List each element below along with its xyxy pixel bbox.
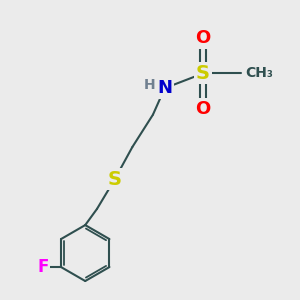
- Text: CH₃: CH₃: [246, 66, 274, 80]
- Text: O: O: [195, 100, 211, 118]
- Text: N: N: [157, 79, 172, 97]
- Text: O: O: [195, 29, 211, 47]
- Text: F: F: [38, 258, 49, 276]
- Text: S: S: [108, 170, 122, 189]
- Text: H: H: [144, 78, 156, 92]
- Text: S: S: [196, 64, 210, 83]
